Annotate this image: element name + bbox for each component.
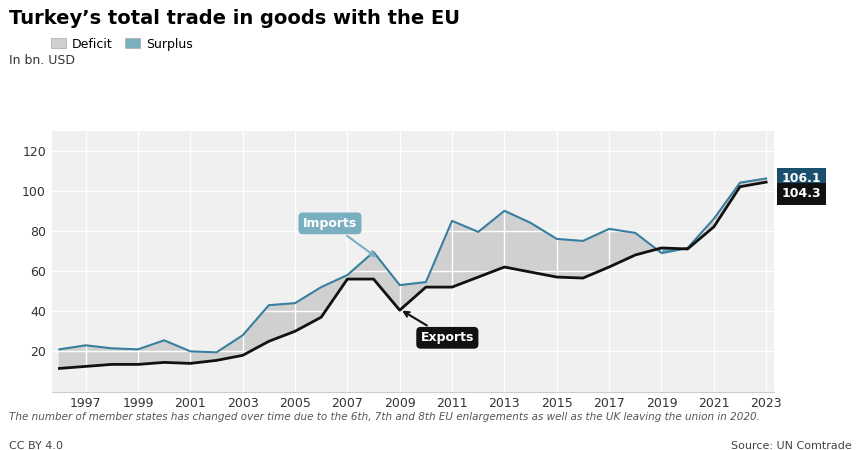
Text: Imports: Imports <box>303 217 375 256</box>
Text: In bn. USD: In bn. USD <box>9 54 75 67</box>
Text: Source: UN Comtrade: Source: UN Comtrade <box>731 441 851 450</box>
Text: 106.1: 106.1 <box>782 172 821 185</box>
Legend: Deficit, Surplus: Deficit, Surplus <box>51 37 194 50</box>
Text: Turkey’s total trade in goods with the EU: Turkey’s total trade in goods with the E… <box>9 9 459 28</box>
Text: 104.3: 104.3 <box>782 187 821 200</box>
Text: The number of member states has changed over time due to the 6th, 7th and 8th EU: The number of member states has changed … <box>9 412 759 422</box>
Text: CC BY 4.0: CC BY 4.0 <box>9 441 63 450</box>
Text: Exports: Exports <box>404 312 474 344</box>
